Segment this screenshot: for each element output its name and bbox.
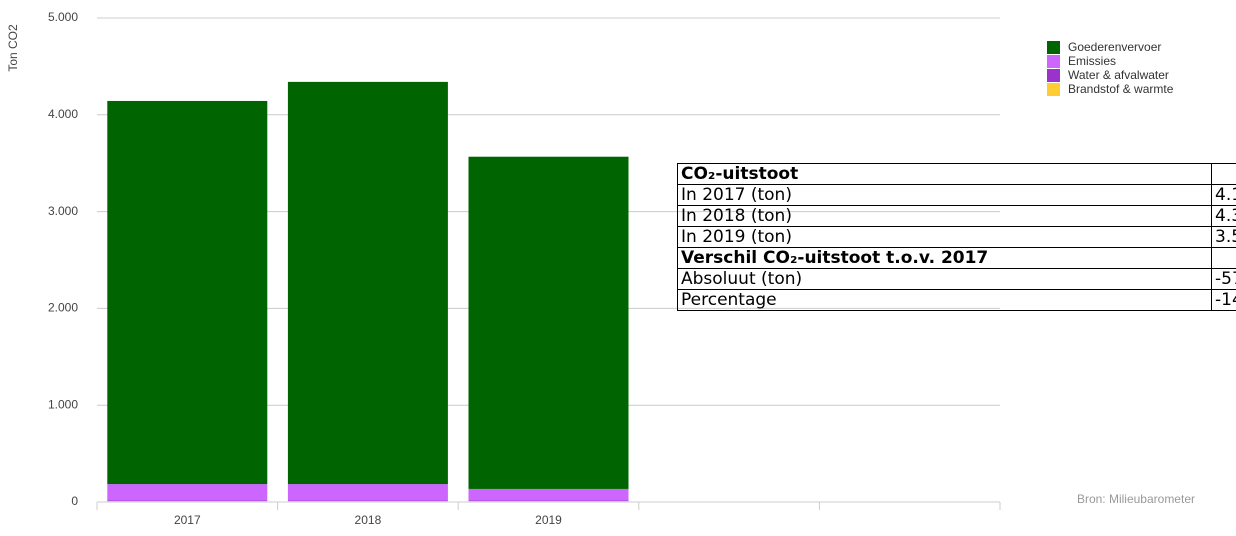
table-cell: -576 bbox=[1212, 269, 1236, 290]
bar-segment bbox=[107, 501, 267, 502]
x-tick-label: 2018 bbox=[355, 513, 382, 527]
bar-segment bbox=[288, 501, 448, 502]
bar-segment bbox=[107, 484, 267, 500]
legend-label: Brandstof & warmte bbox=[1068, 82, 1174, 96]
legend-swatch bbox=[1047, 55, 1060, 68]
table-heading: CO₂-uitstoot bbox=[678, 164, 1212, 185]
y-axis-label: Ton CO2 bbox=[6, 24, 20, 72]
table-row: Absoluut (ton)-576 bbox=[678, 269, 1236, 290]
table-cell: 4.14 bbox=[1212, 185, 1236, 206]
table-row: Percentage-14% bbox=[678, 290, 1236, 311]
table-cell: -14% bbox=[1212, 290, 1236, 311]
table-row: In 2019 (ton)3.57 bbox=[678, 227, 1236, 248]
legend-swatch bbox=[1047, 69, 1060, 82]
table-heading: Verschil CO₂-uitstoot t.o.v. 2017 bbox=[678, 248, 1212, 269]
table-cell: Percentage bbox=[678, 290, 1212, 311]
table-row: In 2017 (ton)4.14 bbox=[678, 185, 1236, 206]
y-tick-label: 4.000 bbox=[48, 107, 78, 121]
bar-segment bbox=[469, 157, 629, 489]
table-row: In 2018 (ton)4.34 bbox=[678, 206, 1236, 227]
x-tick-label: 2017 bbox=[174, 513, 201, 527]
table-cell: Absoluut (ton) bbox=[678, 269, 1212, 290]
legend-label: Emissies bbox=[1068, 54, 1116, 68]
y-tick-label: 3.000 bbox=[48, 204, 78, 218]
table-cell: In 2017 (ton) bbox=[678, 185, 1212, 206]
legend-swatch bbox=[1047, 83, 1060, 96]
annotation: Bron: Milieubarometer bbox=[1077, 492, 1195, 506]
table-cell: 4.34 bbox=[1212, 206, 1236, 227]
y-tick-label: 1.000 bbox=[48, 397, 78, 411]
legend-label: Goederenvervoer bbox=[1068, 40, 1161, 54]
table-cell bbox=[1212, 248, 1236, 269]
table-cell bbox=[1212, 164, 1236, 185]
table-cell: 3.57 bbox=[1212, 227, 1236, 248]
bar-segment bbox=[288, 82, 448, 484]
bar-segment bbox=[288, 484, 448, 500]
y-tick-label: 0 bbox=[71, 494, 78, 508]
table-cell: In 2019 (ton) bbox=[678, 227, 1212, 248]
bar-segment bbox=[469, 501, 629, 502]
bar-segment bbox=[469, 489, 629, 501]
bar-segment bbox=[107, 101, 267, 484]
table-heading-row: CO₂-uitstoot bbox=[678, 164, 1236, 185]
table-cell: In 2018 (ton) bbox=[678, 206, 1212, 227]
y-tick-label: 5.000 bbox=[48, 10, 78, 24]
x-tick-label: 2019 bbox=[535, 513, 562, 527]
legend-label: Water & afvalwater bbox=[1068, 68, 1169, 82]
y-tick-label: 2.000 bbox=[48, 301, 78, 315]
table-heading-row: Verschil CO₂-uitstoot t.o.v. 2017 bbox=[678, 248, 1236, 269]
legend-swatch bbox=[1047, 41, 1060, 54]
